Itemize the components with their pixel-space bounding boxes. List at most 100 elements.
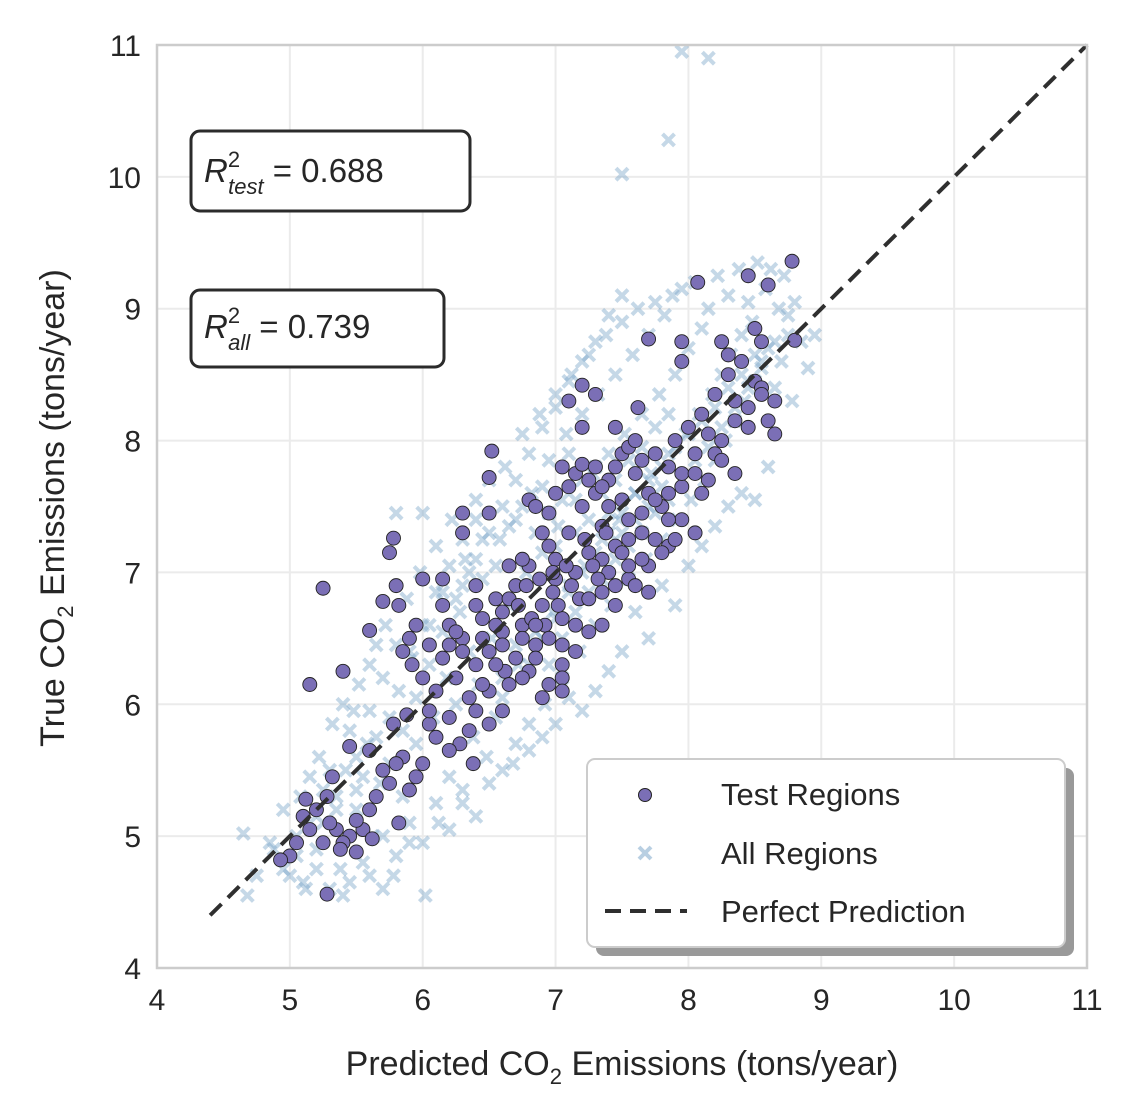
all-regions-point (348, 782, 364, 798)
test-regions-point (518, 578, 534, 594)
all-regions-point (800, 360, 816, 376)
test-regions-point (747, 321, 763, 336)
test-regions-point (594, 617, 610, 633)
test-regions-point (488, 591, 504, 607)
all-regions-point (521, 446, 537, 462)
all-regions-point (581, 512, 597, 528)
test-regions-point (541, 630, 557, 646)
all-regions-point (561, 446, 577, 462)
test-regions-point (315, 835, 331, 851)
test-regions-point (561, 393, 577, 409)
all-regions-point (574, 354, 590, 369)
all-regions-point (501, 518, 517, 534)
test-regions-point (587, 459, 603, 475)
test-regions-point (714, 334, 730, 350)
test-regions-point (468, 597, 484, 613)
test-regions-point (501, 558, 517, 574)
test-regions-point (634, 505, 650, 521)
all-regions-point (767, 334, 783, 350)
test-regions-point (574, 419, 590, 435)
test-regions-point (415, 571, 431, 587)
test-regions-point (607, 597, 623, 613)
test-regions-point (674, 466, 690, 481)
test-regions-point (455, 525, 471, 541)
test-regions-point (727, 466, 743, 481)
x-tick-label: 7 (547, 984, 564, 1017)
test-regions-point (421, 716, 437, 732)
legend-label-test-regions: Test Regions (721, 777, 900, 812)
all-regions-point (324, 716, 340, 732)
all-regions-point (415, 505, 431, 521)
test-regions-point (514, 551, 530, 567)
test-regions-point (545, 584, 561, 600)
test-regions-point (532, 571, 548, 587)
test-regions-point (554, 657, 570, 673)
test-regions-point (667, 532, 683, 547)
x-axis-ticks: 4 5 6 7 8 9 10 11 (149, 984, 1103, 1017)
test-regions-point (348, 812, 364, 828)
all-regions-point (561, 373, 577, 389)
all-regions-point (275, 802, 291, 818)
all-regions-point (402, 815, 417, 831)
all-regions-point (391, 683, 407, 699)
test-regions-point (707, 386, 723, 402)
test-regions-point (754, 386, 769, 402)
test-regions-point (674, 512, 690, 528)
test-regions-point (554, 683, 570, 699)
all-regions-point (495, 690, 510, 706)
r2-all-annotation: R2 all = 0.739 (189, 288, 446, 369)
all-regions-point (428, 795, 444, 811)
all-regions-point (495, 499, 510, 514)
test-regions-point (435, 597, 451, 613)
all-regions-point (408, 690, 424, 706)
test-regions-point (435, 650, 451, 666)
all-regions-point (441, 558, 457, 574)
test-regions-point (441, 637, 457, 653)
test-regions-point (465, 756, 481, 772)
test-regions-point (581, 591, 597, 607)
test-regions-point (382, 775, 397, 791)
all-regions-point (574, 703, 590, 719)
test-regions-point (534, 597, 550, 613)
y-axis-title: True CO2 Emissions (tons/year) (34, 269, 78, 747)
r2-all-text: R2 all = 0.739 (204, 303, 370, 355)
test-regions-point (561, 525, 577, 541)
r2-test-box (189, 129, 472, 213)
test-regions-point (767, 426, 783, 442)
all-regions-point (508, 472, 524, 488)
test-regions-point (554, 611, 570, 627)
all-regions-point (720, 499, 736, 514)
all-regions-point (362, 868, 377, 884)
test-regions-point (614, 545, 630, 561)
all-regions-point (627, 604, 643, 620)
y-tick-label: 7 (124, 557, 141, 590)
test-regions-point (767, 393, 783, 409)
all-regions-point (455, 578, 470, 594)
y-axis-title-subscript: 2 (53, 605, 78, 617)
all-regions-point (448, 591, 464, 607)
r2-test-sup: 2 (228, 147, 240, 172)
test-regions-point (647, 532, 663, 547)
all-regions-point (332, 861, 348, 877)
all-regions-point (661, 132, 676, 148)
test-regions-point (601, 564, 617, 580)
all-regions-point (355, 769, 371, 785)
test-regions-point (714, 433, 730, 449)
all-regions-point (497, 459, 513, 475)
test-regions-point (784, 253, 800, 269)
r2-all-base: R (204, 308, 228, 345)
test-regions-point (574, 499, 590, 514)
x-tick-label: 8 (680, 984, 697, 1017)
test-regions-point (674, 334, 690, 350)
test-regions-point (687, 525, 703, 541)
all-regions-point (505, 756, 521, 772)
all-regions-point (641, 630, 656, 646)
test-regions-point (475, 611, 490, 627)
all-regions-point (534, 419, 550, 435)
all-regions-point (700, 50, 716, 66)
test-regions-point (550, 597, 566, 613)
test-regions-point (481, 644, 497, 659)
all-regions-point (681, 558, 696, 574)
all-regions-point (651, 387, 667, 402)
